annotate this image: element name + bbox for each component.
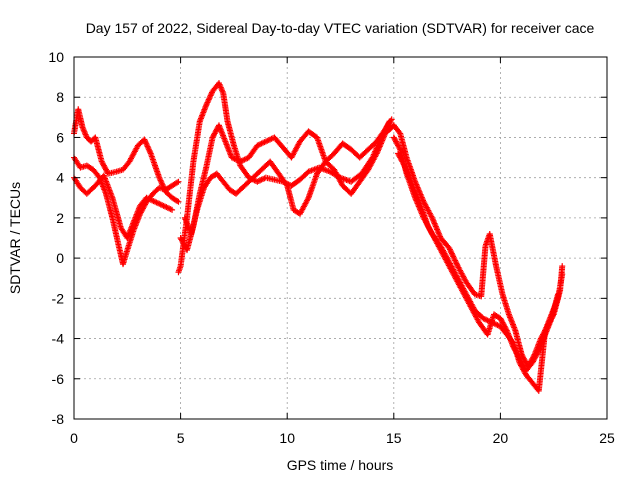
data-point bbox=[559, 263, 566, 270]
data-point bbox=[283, 181, 290, 188]
x-tick-label: 25 bbox=[599, 430, 615, 446]
data-point bbox=[175, 198, 182, 205]
plot-frame bbox=[73, 56, 608, 420]
y-tick-label: 4 bbox=[56, 170, 64, 186]
data-point bbox=[554, 291, 561, 298]
data-point bbox=[446, 246, 453, 253]
x-axis-label: GPS time / hours bbox=[287, 457, 394, 473]
x-tick-label: 5 bbox=[177, 430, 185, 446]
data-point bbox=[396, 145, 403, 152]
y-tick-label: -2 bbox=[52, 290, 65, 306]
y-tick-label: -8 bbox=[52, 411, 65, 427]
data-point bbox=[448, 250, 455, 257]
data-point bbox=[451, 256, 458, 263]
y-tick-label: 2 bbox=[56, 210, 64, 226]
series-track-i bbox=[395, 150, 561, 374]
series-track-c bbox=[71, 172, 176, 241]
data-point bbox=[450, 253, 457, 260]
x-tick-label: 15 bbox=[386, 430, 402, 446]
y-tick-label: 6 bbox=[56, 129, 64, 145]
y-tick-label: -4 bbox=[52, 331, 65, 347]
data-point bbox=[453, 260, 460, 267]
x-tick-label: 20 bbox=[493, 430, 509, 446]
data-point bbox=[452, 258, 459, 265]
data-point bbox=[447, 247, 454, 254]
data-points bbox=[71, 80, 566, 394]
data-point bbox=[448, 249, 455, 256]
data-point bbox=[174, 197, 181, 204]
data-point bbox=[446, 245, 453, 252]
data-point bbox=[169, 206, 176, 213]
axis-ticks bbox=[73, 56, 608, 420]
data-point bbox=[450, 254, 457, 261]
x-tick-labels: 0 5 10 15 20 25 bbox=[70, 430, 615, 446]
data-point bbox=[503, 326, 510, 333]
data-point bbox=[449, 252, 456, 259]
x-tick-label: 10 bbox=[279, 430, 295, 446]
y-tick-label: 8 bbox=[56, 89, 64, 105]
data-point bbox=[559, 271, 566, 278]
data-point bbox=[400, 161, 407, 168]
y-tick-label: 10 bbox=[48, 49, 64, 65]
x-tick-label: 0 bbox=[70, 430, 78, 446]
series-track-f bbox=[181, 122, 397, 237]
chart-title: Day 157 of 2022, Sidereal Day-to-day VTE… bbox=[86, 20, 595, 36]
data-point bbox=[388, 116, 395, 123]
data-point bbox=[175, 178, 182, 185]
y-tick-labels: -8 -6 -4 -2 0 2 4 6 8 10 bbox=[48, 49, 64, 427]
y-tick-label: 0 bbox=[56, 250, 64, 266]
series-track-b bbox=[71, 154, 182, 268]
y-tick-label: -6 bbox=[52, 371, 65, 387]
data-point bbox=[452, 257, 459, 264]
data-point bbox=[174, 179, 181, 186]
y-axis-label: SDTVAR / TECUs bbox=[7, 182, 23, 294]
series-track-g bbox=[386, 122, 566, 370]
data-point bbox=[535, 348, 542, 355]
